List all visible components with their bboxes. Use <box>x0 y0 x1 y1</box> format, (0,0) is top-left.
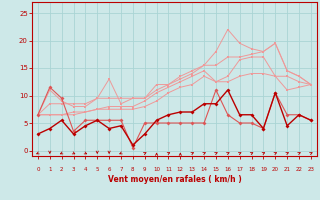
X-axis label: Vent moyen/en rafales ( km/h ): Vent moyen/en rafales ( km/h ) <box>108 175 241 184</box>
